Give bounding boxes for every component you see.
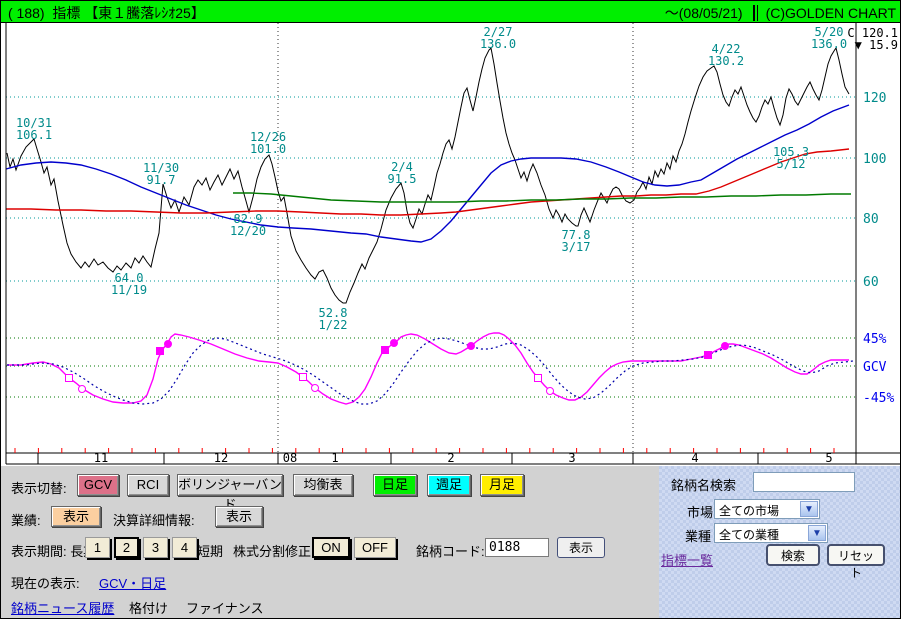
display-switch-label: 表示切替: xyxy=(11,481,67,496)
links-row: 銘柄ニュース履歴 格付け ファイナンス xyxy=(1,594,661,618)
timeframe-button-daily[interactable]: 日足 xyxy=(373,474,417,496)
indicator-button-bollinger[interactable]: ボリンジャーバンド xyxy=(177,474,283,512)
svg-text:64.0: 64.0 xyxy=(115,271,144,285)
svg-text:2/27: 2/27 xyxy=(484,25,513,39)
svg-text:10/31: 10/31 xyxy=(16,116,52,130)
chart-title: ( 188) 指標 【東１騰落ﾚｼｵ25】 xyxy=(8,5,205,21)
svg-text:82.9: 82.9 xyxy=(234,212,263,226)
period-label: 表示期間: 長期 xyxy=(11,544,97,559)
sector-label: 業種 xyxy=(685,529,712,544)
svg-text:5/20: 5/20 xyxy=(815,25,844,39)
results-row: 業績: 表示 決算詳細情報: 表示 xyxy=(1,506,661,530)
stock-name-search-label: 銘柄名検索 xyxy=(671,478,737,493)
split-on-button[interactable]: ON xyxy=(312,537,350,558)
current-display-label: 現在の表示: xyxy=(11,576,80,591)
timeframe-button-weekly[interactable]: 週足 xyxy=(427,474,471,496)
svg-text:52.8: 52.8 xyxy=(319,306,348,320)
svg-text:12: 12 xyxy=(214,451,228,465)
range-button-1[interactable]: 1 xyxy=(85,537,110,558)
svg-text:C 120.1: C 120.1 xyxy=(847,26,898,40)
sector-select[interactable]: 全ての業種 ▼ xyxy=(714,523,828,543)
split-off-button[interactable]: OFF xyxy=(354,537,396,558)
svg-text:4/22: 4/22 xyxy=(712,42,741,56)
period-row: 表示期間: 長期 1 2 3 4 短期 株式分割修正: ON OFF 銘柄コード… xyxy=(1,537,661,561)
range-button-3[interactable]: 3 xyxy=(143,537,168,558)
svg-text:5/12: 5/12 xyxy=(777,157,806,171)
svg-text:3/17: 3/17 xyxy=(562,240,591,254)
results-label: 業績: xyxy=(11,513,41,528)
stock-name-search-input[interactable] xyxy=(753,472,855,492)
display-switch-row: 表示切替: GCV RCI ボリンジャーバンド 均衡表 日足 週足 月足 xyxy=(1,474,661,512)
market-select[interactable]: 全ての市場 ▼ xyxy=(714,499,820,519)
svg-text:▼ 15.9: ▼ 15.9 xyxy=(855,38,898,52)
svg-text:130.2: 130.2 xyxy=(708,54,744,68)
svg-text:91.7: 91.7 xyxy=(147,173,176,187)
current-display-row: 現在の表示: GCV・日足 xyxy=(1,569,661,593)
svg-text:2/4: 2/4 xyxy=(391,160,413,174)
detail-label: 決算詳細情報: xyxy=(113,513,195,528)
svg-text:1/22: 1/22 xyxy=(319,318,348,332)
indicator-button-gcv[interactable]: GCV xyxy=(77,474,119,496)
svg-text:136.0: 136.0 xyxy=(811,37,847,51)
finance-label: ファイナンス xyxy=(186,601,264,616)
svg-text:11/30: 11/30 xyxy=(143,161,179,175)
svg-text:60: 60 xyxy=(863,275,879,290)
svg-text:11: 11 xyxy=(94,451,108,465)
market-label: 市場 xyxy=(687,505,714,520)
indicator-list-link[interactable]: 指標一覧 xyxy=(661,553,714,568)
current-display-link[interactable]: GCV・日足 xyxy=(99,576,167,591)
svg-text:11/19: 11/19 xyxy=(111,283,147,297)
short-term-label: 短期 xyxy=(197,544,224,559)
show-chart-button[interactable]: 表示 xyxy=(557,537,605,558)
svg-text:120: 120 xyxy=(863,91,886,106)
detail-show-button[interactable]: 表示 xyxy=(215,506,263,527)
ticker-code-input[interactable] xyxy=(485,538,549,557)
svg-text:GCV: GCV xyxy=(863,360,887,375)
svg-text:5: 5 xyxy=(825,451,832,465)
search-button[interactable]: 検索 xyxy=(766,544,820,566)
indicator-button-ichimoku[interactable]: 均衡表 xyxy=(293,474,353,496)
svg-text:77.8: 77.8 xyxy=(562,228,591,242)
svg-text:12/20: 12/20 xyxy=(230,224,266,238)
rating-label: 格付け xyxy=(129,601,169,616)
svg-text:08: 08 xyxy=(283,451,297,465)
title-bar: ( 188) 指標 【東１騰落ﾚｼｵ25】 ～(08/05/21) (C)GOL… xyxy=(1,1,900,23)
date-range: ～(08/05/21) xyxy=(664,5,743,21)
stock-search-panel: 銘柄名検索 市場 全ての市場 ▼ 業種 全ての業種 ▼ 指標一覧 検索 リセット xyxy=(659,466,900,618)
svg-text:3: 3 xyxy=(568,451,575,465)
svg-text:105.3: 105.3 xyxy=(773,145,809,159)
svg-text:-45%: -45% xyxy=(863,391,894,406)
svg-text:101.0: 101.0 xyxy=(250,142,286,156)
svg-text:12/26: 12/26 xyxy=(250,130,286,144)
svg-text:100: 100 xyxy=(863,152,886,167)
split-adjust-label: 株式分割修正: xyxy=(233,544,315,559)
chevron-down-icon[interactable]: ▼ xyxy=(800,501,818,517)
ticker-code-label: 銘柄コード: xyxy=(416,544,485,559)
chevron-down-icon[interactable]: ▼ xyxy=(808,525,826,541)
range-button-4[interactable]: 4 xyxy=(172,537,197,558)
sector-select-value: 全ての業種 xyxy=(719,528,780,542)
svg-text:4: 4 xyxy=(691,451,698,465)
stock-news-link[interactable]: 銘柄ニュース履歴 xyxy=(11,601,115,616)
timeframe-button-monthly[interactable]: 月足 xyxy=(480,474,524,496)
titlebar-divider xyxy=(752,5,758,21)
indicator-button-rci[interactable]: RCI xyxy=(127,474,169,496)
svg-text:45%: 45% xyxy=(863,332,887,347)
svg-text:1: 1 xyxy=(331,451,338,465)
range-button-2[interactable]: 2 xyxy=(114,537,139,558)
svg-text:2: 2 xyxy=(447,451,454,465)
reset-button[interactable]: リセット xyxy=(827,544,885,580)
svg-text:136.0: 136.0 xyxy=(480,37,516,51)
copyright: (C)GOLDEN CHART xyxy=(765,5,896,21)
svg-text:91.5: 91.5 xyxy=(388,172,417,186)
svg-text:106.1: 106.1 xyxy=(16,128,52,142)
market-select-value: 全ての市場 xyxy=(719,504,780,518)
results-show-button[interactable]: 表示 xyxy=(51,506,101,527)
svg-text:80: 80 xyxy=(863,212,879,227)
